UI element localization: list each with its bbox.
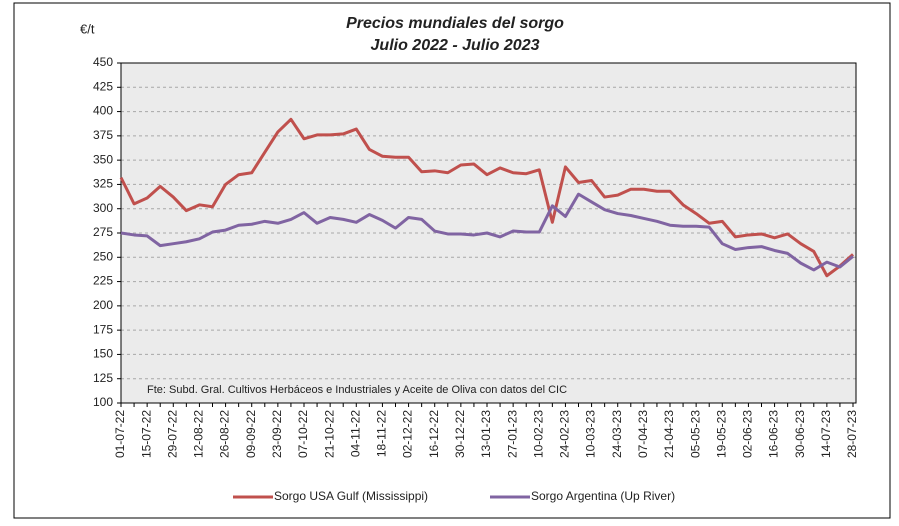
x-tick-label: 10-03-23: [584, 410, 598, 458]
series-line: [119, 117, 854, 278]
x-tick-label: 16-06-23: [767, 410, 781, 458]
y-tick-label: 375: [93, 128, 113, 142]
x-tick-label: 24-02-23: [558, 410, 572, 458]
x-tick-label: 07-10-22: [296, 410, 310, 458]
chart-title: Precios mundiales del sorgo: [346, 15, 564, 32]
legend-label: Sorgo Argentina (Up River): [531, 489, 675, 503]
y-tick-label: 425: [93, 79, 113, 93]
x-tick-label: 13-01-23: [479, 410, 493, 458]
y-tick-label: 350: [93, 152, 113, 166]
x-tick-label: 19-05-23: [714, 410, 728, 458]
y-tick-label: 200: [93, 298, 113, 312]
x-tick-label: 21-10-22: [322, 410, 336, 458]
x-tick-label: 18-11-22: [375, 410, 389, 457]
y-tick-label: 150: [93, 347, 113, 361]
y-unit: €/t: [80, 21, 95, 36]
x-tick-label: 05-05-23: [688, 410, 702, 458]
x-tick-label: 12-08-22: [192, 410, 206, 458]
x-tick-label: 09-09-22: [244, 410, 258, 458]
x-tick-label: 21-04-23: [662, 410, 676, 458]
x-tick-label: 16-12-22: [427, 410, 441, 458]
x-tick-label: 29-07-22: [165, 410, 179, 458]
y-tick-label: 275: [93, 225, 113, 239]
x-tick-label: 14-07-23: [819, 410, 833, 458]
x-tick-label: 30-12-22: [453, 410, 467, 458]
legend-label: Sorgo USA Gulf (Mississippi): [274, 489, 428, 503]
y-tick-label: 450: [93, 55, 113, 69]
x-tick-label: 04-11-22: [348, 410, 362, 457]
y-tick-label: 125: [93, 371, 113, 385]
legend: Sorgo USA Gulf (Mississippi) Sorgo Argent…: [233, 489, 675, 503]
x-tick-label: 02-06-23: [741, 410, 755, 458]
x-tick-label: 26-08-22: [218, 410, 232, 458]
y-tick-label: 225: [93, 274, 113, 288]
y-tick-label: 325: [93, 177, 113, 191]
x-tick-label: 10-02-23: [531, 410, 545, 458]
x-tick-label: 27-01-23: [505, 410, 519, 458]
y-tick-label: 250: [93, 249, 113, 263]
y-tick-label: 100: [93, 395, 113, 409]
y-tick-label: 300: [93, 201, 113, 215]
x-tick-label: 28-07-23: [845, 410, 859, 458]
x-tick-label: 30-06-23: [793, 410, 807, 458]
x-tick-label: 24-03-23: [610, 410, 624, 458]
x-tick-label: 23-09-22: [270, 410, 284, 458]
x-tick-label: 15-07-22: [139, 410, 153, 458]
y-tick-label: 175: [93, 322, 113, 336]
annotation: Fte: Subd. Gral. Cultivos Herbáceos e In…: [147, 384, 567, 396]
x-tick-label: 01-07-22: [113, 410, 127, 458]
y-tick-label: 400: [93, 104, 113, 118]
series-line: [120, 192, 854, 272]
x-tick-label: 07-04-23: [636, 410, 650, 458]
chart-subtitle: Julio 2022 - Julio 2023: [371, 37, 540, 54]
x-tick-label: 02-12-22: [401, 410, 415, 458]
